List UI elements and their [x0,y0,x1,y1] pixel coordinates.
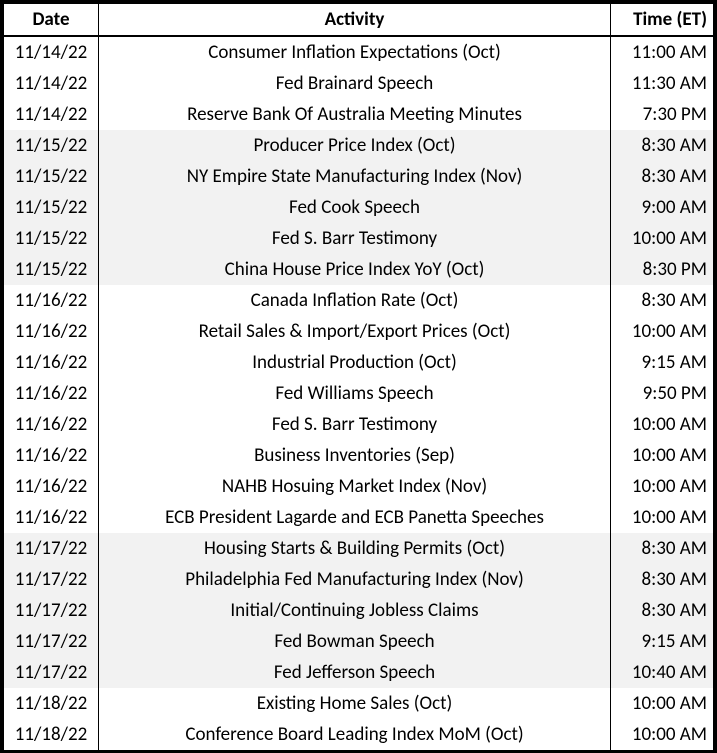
table-row: 11/15/22Producer Price Index (Oct)8:30 A… [4,130,714,161]
cell-time: 10:40 AM [611,657,714,688]
cell-date: 11/17/22 [4,533,99,564]
cell-date: 11/14/22 [4,36,99,68]
cell-activity: Reserve Bank Of Australia Meeting Minute… [99,99,611,130]
table-row: 11/14/22Reserve Bank Of Australia Meetin… [4,99,714,130]
table-row: 11/15/22Fed S. Barr Testimony10:00 AM [4,223,714,254]
cell-activity: NY Empire State Manufacturing Index (Nov… [99,161,611,192]
table-row: 11/18/22Conference Board Leading Index M… [4,719,714,750]
column-header-time: Time (ET) [611,4,714,37]
cell-activity: Fed Bowman Speech [99,626,611,657]
table-row: 11/14/22Consumer Inflation Expectations … [4,36,714,68]
table-row: 11/16/22Industrial Production (Oct)9:15 … [4,347,714,378]
cell-activity: Fed S. Barr Testimony [99,409,611,440]
cell-time: 10:00 AM [611,688,714,719]
cell-date: 11/14/22 [4,99,99,130]
cell-activity: Fed Jefferson Speech [99,657,611,688]
table-row: 11/14/22Fed Brainard Speech11:30 AM [4,68,714,99]
cell-date: 11/16/22 [4,409,99,440]
cell-activity: Producer Price Index (Oct) [99,130,611,161]
cell-time: 9:50 PM [611,378,714,409]
cell-activity: Fed Cook Speech [99,192,611,223]
table-row: 11/16/22Business Inventories (Sep)10:00 … [4,440,714,471]
table-row: 11/16/22Canada Inflation Rate (Oct)8:30 … [4,285,714,316]
cell-date: 11/17/22 [4,595,99,626]
cell-time: 8:30 PM [611,254,714,285]
cell-time: 8:30 AM [611,130,714,161]
cell-time: 9:00 AM [611,192,714,223]
cell-date: 11/17/22 [4,626,99,657]
table-row: 11/15/22NY Empire State Manufacturing In… [4,161,714,192]
cell-date: 11/18/22 [4,719,99,750]
cell-date: 11/15/22 [4,161,99,192]
cell-date: 11/16/22 [4,285,99,316]
cell-date: 11/16/22 [4,502,99,533]
cell-date: 11/14/22 [4,68,99,99]
cell-time: 9:15 AM [611,347,714,378]
column-header-date: Date [4,4,99,37]
cell-activity: NAHB Hosuing Market Index (Nov) [99,471,611,502]
cell-time: 8:30 AM [611,564,714,595]
table-body: 11/14/22Consumer Inflation Expectations … [4,36,714,750]
table-row: 11/16/22Fed S. Barr Testimony10:00 AM [4,409,714,440]
cell-activity: Fed S. Barr Testimony [99,223,611,254]
cell-time: 7:30 PM [611,99,714,130]
cell-date: 11/16/22 [4,347,99,378]
cell-time: 11:30 AM [611,68,714,99]
table-row: 11/17/22Fed Jefferson Speech10:40 AM [4,657,714,688]
cell-time: 9:15 AM [611,626,714,657]
cell-activity: Housing Starts & Building Permits (Oct) [99,533,611,564]
table-row: 11/18/22Existing Home Sales (Oct)10:00 A… [4,688,714,719]
cell-activity: Philadelphia Fed Manufacturing Index (No… [99,564,611,595]
table-row: 11/15/22Fed Cook Speech9:00 AM [4,192,714,223]
cell-activity: Retail Sales & Import/Export Prices (Oct… [99,316,611,347]
cell-date: 11/16/22 [4,440,99,471]
cell-time: 10:00 AM [611,719,714,750]
table-row: 11/16/22Fed Williams Speech9:50 PM [4,378,714,409]
cell-time: 8:30 AM [611,285,714,316]
cell-activity: Business Inventories (Sep) [99,440,611,471]
cell-activity: Initial/Continuing Jobless Claims [99,595,611,626]
economic-calendar-table: Date Activity Time (ET) 11/14/22Consumer… [0,0,717,753]
cell-activity: Existing Home Sales (Oct) [99,688,611,719]
cell-activity: Fed Williams Speech [99,378,611,409]
cell-date: 11/16/22 [4,316,99,347]
cell-activity: China House Price Index YoY (Oct) [99,254,611,285]
cell-date: 11/18/22 [4,688,99,719]
cell-date: 11/16/22 [4,378,99,409]
cell-activity: Canada Inflation Rate (Oct) [99,285,611,316]
cell-time: 11:00 AM [611,36,714,68]
table-row: 11/17/22Philadelphia Fed Manufacturing I… [4,564,714,595]
cell-date: 11/17/22 [4,564,99,595]
table-row: 11/17/22Housing Starts & Building Permit… [4,533,714,564]
cell-time: 8:30 AM [611,161,714,192]
header-row: Date Activity Time (ET) [4,4,714,37]
table-row: 11/15/22China House Price Index YoY (Oct… [4,254,714,285]
column-header-activity: Activity [99,4,611,37]
cell-time: 8:30 AM [611,595,714,626]
table-row: 11/17/22Initial/Continuing Jobless Claim… [4,595,714,626]
cell-activity: ECB President Lagarde and ECB Panetta Sp… [99,502,611,533]
table-row: 11/16/22ECB President Lagarde and ECB Pa… [4,502,714,533]
cell-activity: Fed Brainard Speech [99,68,611,99]
table-row: 11/16/22NAHB Hosuing Market Index (Nov)1… [4,471,714,502]
cell-date: 11/15/22 [4,130,99,161]
cell-date: 11/15/22 [4,192,99,223]
cell-time: 10:00 AM [611,409,714,440]
cell-time: 10:00 AM [611,223,714,254]
cell-activity: Industrial Production (Oct) [99,347,611,378]
table-row: 11/17/22Fed Bowman Speech9:15 AM [4,626,714,657]
data-table: Date Activity Time (ET) 11/14/22Consumer… [3,3,714,750]
cell-date: 11/17/22 [4,657,99,688]
cell-time: 10:00 AM [611,502,714,533]
cell-date: 11/15/22 [4,223,99,254]
cell-date: 11/16/22 [4,471,99,502]
cell-activity: Conference Board Leading Index MoM (Oct) [99,719,611,750]
cell-time: 8:30 AM [611,533,714,564]
table-row: 11/16/22Retail Sales & Import/Export Pri… [4,316,714,347]
cell-time: 10:00 AM [611,440,714,471]
cell-activity: Consumer Inflation Expectations (Oct) [99,36,611,68]
cell-time: 10:00 AM [611,316,714,347]
cell-date: 11/15/22 [4,254,99,285]
cell-time: 10:00 AM [611,471,714,502]
